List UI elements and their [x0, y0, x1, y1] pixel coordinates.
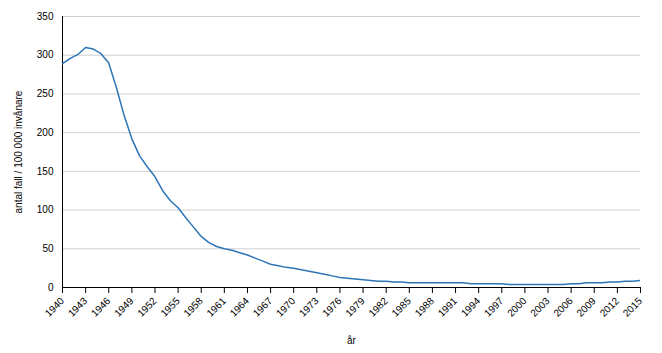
- svg-text:350: 350: [37, 11, 54, 22]
- svg-text:2000: 2000: [505, 295, 529, 319]
- svg-text:1991: 1991: [436, 295, 460, 319]
- svg-text:1970: 1970: [274, 295, 298, 319]
- svg-text:50: 50: [42, 243, 54, 254]
- svg-text:1994: 1994: [459, 295, 483, 319]
- svg-text:100: 100: [37, 204, 54, 215]
- svg-text:1985: 1985: [389, 295, 413, 319]
- svg-text:1982: 1982: [366, 295, 390, 319]
- svg-text:0: 0: [48, 282, 54, 293]
- svg-text:1955: 1955: [158, 295, 182, 319]
- svg-text:1961: 1961: [205, 295, 229, 319]
- svg-text:150: 150: [37, 166, 54, 177]
- svg-text:antal fall / 100 000 invånare: antal fall / 100 000 invånare: [13, 90, 24, 213]
- svg-text:1964: 1964: [228, 295, 252, 319]
- svg-text:1940: 1940: [43, 295, 67, 319]
- svg-text:2009: 2009: [574, 295, 598, 319]
- svg-text:1967: 1967: [251, 295, 275, 319]
- svg-text:250: 250: [37, 88, 54, 99]
- svg-text:2015: 2015: [621, 295, 645, 319]
- svg-text:1988: 1988: [413, 295, 437, 319]
- svg-text:1973: 1973: [297, 295, 321, 319]
- svg-text:1946: 1946: [89, 295, 113, 319]
- svg-text:1979: 1979: [343, 295, 367, 319]
- svg-text:1976: 1976: [320, 295, 344, 319]
- svg-text:2006: 2006: [551, 295, 575, 319]
- svg-text:200: 200: [37, 127, 54, 138]
- svg-text:år: år: [347, 335, 357, 346]
- svg-text:1952: 1952: [135, 295, 159, 319]
- svg-text:300: 300: [37, 49, 54, 60]
- svg-text:2012: 2012: [598, 295, 622, 319]
- svg-text:2003: 2003: [528, 295, 552, 319]
- svg-text:1958: 1958: [181, 295, 205, 319]
- svg-text:1949: 1949: [112, 295, 136, 319]
- svg-text:1997: 1997: [482, 295, 506, 319]
- svg-text:1943: 1943: [66, 295, 90, 319]
